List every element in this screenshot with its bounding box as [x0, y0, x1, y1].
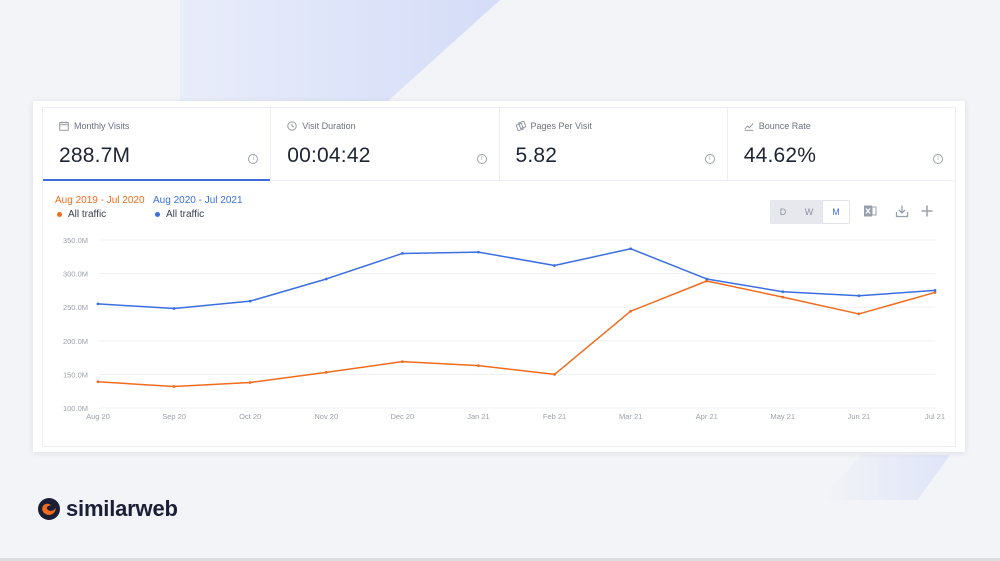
data-point[interactable]	[933, 291, 937, 294]
x-tick-label: Jun 21	[848, 412, 871, 421]
metric-value: 44.62%	[743, 144, 817, 167]
data-point[interactable]	[933, 289, 937, 292]
data-point[interactable]	[629, 247, 633, 251]
data-point[interactable]	[477, 364, 480, 368]
data-point[interactable]	[857, 312, 861, 316]
download-icon[interactable]	[895, 204, 909, 218]
x-tick-label: Dec 20	[390, 412, 414, 421]
legend-range: Aug 2020 - Jul 2021	[153, 195, 243, 206]
data-point[interactable]	[705, 279, 709, 283]
x-tick-label: Oct 20	[239, 412, 261, 421]
data-point[interactable]	[324, 277, 328, 281]
data-point[interactable]	[96, 302, 100, 306]
metric-monthly-visits[interactable]: Monthly Visits 288.7M i	[43, 108, 272, 181]
y-tick-label: 300.0M	[63, 270, 88, 279]
data-point[interactable]	[324, 370, 328, 374]
metric-label: Bounce Rate	[758, 121, 811, 131]
series-line-1[interactable]	[97, 247, 936, 310]
info-icon[interactable]: i	[704, 154, 715, 164]
data-point[interactable]	[857, 294, 861, 298]
x-tick-label: Nov 20	[314, 412, 338, 421]
granularity-week-button[interactable]: W	[796, 200, 822, 224]
legend-series-label: All traffic	[68, 209, 107, 220]
data-point[interactable]	[629, 309, 633, 313]
granularity-month-button[interactable]: M	[822, 200, 850, 224]
excel-icon[interactable]	[863, 204, 877, 218]
metric-value: 00:04:42	[287, 144, 371, 167]
traffic-card: Monthly Visits 288.7M i Visit Duration 0…	[33, 101, 965, 452]
legend-item-2020[interactable]: Aug 2020 - Jul 2021 All traffic	[153, 195, 243, 220]
background-shape-bottom	[820, 455, 950, 500]
footer-divider	[0, 558, 1000, 561]
metric-label: Visit Duration	[302, 121, 356, 131]
granularity-day-button[interactable]: D	[770, 200, 796, 224]
traffic-panel: Monthly Visits 288.7M i Visit Duration 0…	[42, 107, 956, 447]
similarweb-logo-icon	[38, 498, 60, 520]
data-point[interactable]	[248, 299, 252, 303]
info-icon[interactable]: i	[476, 154, 487, 164]
y-tick-label: 100.0M	[63, 404, 88, 413]
data-point[interactable]	[477, 250, 480, 254]
data-point[interactable]	[781, 290, 785, 294]
x-tick-label: Aug 20	[86, 412, 110, 421]
y-tick-label: 150.0M	[63, 370, 88, 379]
background-shape-top	[180, 0, 500, 101]
y-tick-label: 250.0M	[63, 303, 88, 312]
calendar-icon	[59, 121, 69, 131]
metric-value: 5.82	[515, 144, 558, 167]
info-icon[interactable]: i	[248, 154, 259, 164]
metric-pages-per-visit[interactable]: Pages Per Visit 5.82 i	[500, 108, 728, 180]
x-tick-label: Mar 21	[619, 412, 642, 421]
data-point[interactable]	[172, 307, 176, 310]
brand-name: similarweb	[66, 496, 178, 521]
x-tick-label: Feb 21	[543, 412, 566, 421]
legend-dot	[57, 212, 62, 217]
data-point[interactable]	[248, 381, 252, 384]
metric-label: Pages Per Visit	[530, 121, 592, 131]
trend-icon	[744, 123, 754, 131]
legend-dot	[155, 212, 160, 217]
y-tick-label: 200.0M	[63, 337, 88, 346]
add-icon[interactable]	[920, 204, 934, 218]
clock-icon	[287, 121, 297, 131]
legend-range: Aug 2019 - Jul 2020	[55, 195, 145, 206]
x-tick-label: Jan 21	[467, 412, 490, 421]
data-point[interactable]	[781, 295, 785, 299]
data-point[interactable]	[96, 380, 100, 384]
metric-bounce-rate[interactable]: Bounce Rate 44.62% i	[728, 108, 955, 180]
x-tick-label: Jul 21	[925, 412, 945, 421]
info-icon[interactable]: i	[933, 154, 943, 164]
pages-icon	[515, 121, 526, 131]
metric-label: Monthly Visits	[74, 121, 130, 131]
data-point[interactable]	[400, 360, 404, 364]
x-tick-label: May 21	[771, 412, 796, 421]
series-line-0[interactable]	[97, 280, 936, 388]
data-point[interactable]	[553, 373, 556, 376]
data-point[interactable]	[553, 264, 556, 267]
traffic-line-chart: 350.0M 300.0M 250.0M 200.0M 150.0M 100.0M Aug…	[63, 236, 945, 421]
y-tick-label: 350.0M	[63, 236, 88, 245]
data-point[interactable]	[172, 385, 176, 388]
granularity-toggle: D W M	[770, 200, 850, 224]
similarweb-logo: similarweb	[37, 496, 178, 522]
metrics-row: Monthly Visits 288.7M i Visit Duration 0…	[43, 108, 955, 181]
metric-visit-duration[interactable]: Visit Duration 00:04:42 i	[271, 108, 500, 180]
legend-item-2019[interactable]: Aug 2019 - Jul 2020 All traffic	[55, 195, 145, 220]
x-tick-label: Apr 21	[696, 412, 718, 421]
x-tick-label: Sep 20	[162, 412, 186, 421]
data-point[interactable]	[705, 277, 709, 281]
legend-series-label: All traffic	[166, 209, 205, 220]
metric-value: 288.7M	[59, 144, 131, 167]
data-point[interactable]	[400, 252, 404, 255]
